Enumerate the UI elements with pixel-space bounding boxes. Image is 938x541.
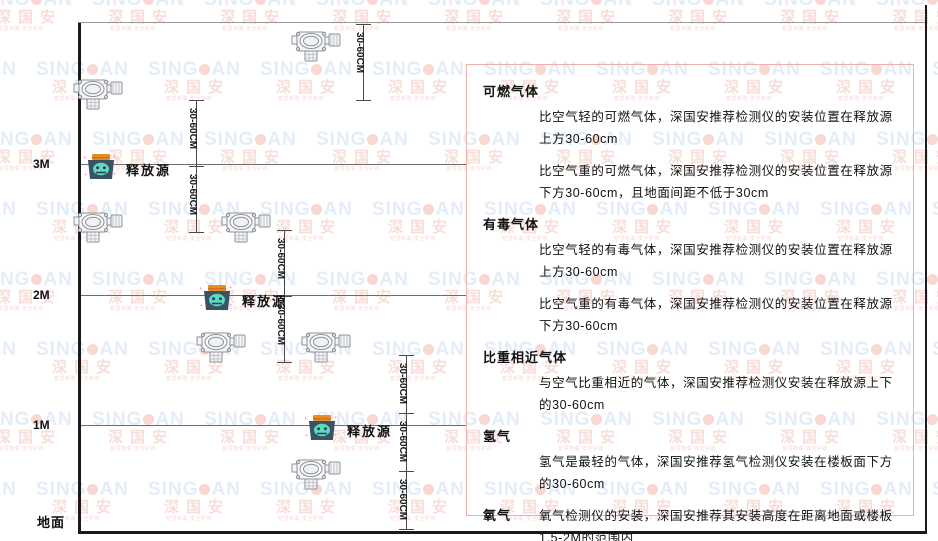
release-source-label: 释放源 [347, 424, 393, 439]
dimension-label: 30-60CM [275, 304, 286, 346]
panel-paragraph: 氧气检测仪的安装，深国安推荐其安装高度在距离地面或楼板1.5-2M的范围内 [539, 509, 893, 541]
panel-paragraph: 氢气是最轻的气体，深国安推荐氢气检测仪安装在楼板面下方的30-60cm [539, 455, 893, 491]
right-border [925, 5, 927, 534]
panel-paragraph: 比空气重的可燃气体，深国安推荐检测仪的安装位置在释放源下方30-60cm，且地面… [539, 164, 893, 200]
vertical-axis [78, 22, 81, 534]
dimension-label: 30-60CM [397, 363, 408, 405]
panel-paragraph: 比空气重的有毒气体，深国安推荐检测仪的安装位置在释放源下方30-60cm [539, 297, 893, 333]
gas-detector-icon [220, 205, 276, 247]
panel-section: 有毒气体比空气轻的有毒气体，深国安推荐检测仪的安装位置在释放源上方30-60cm… [481, 214, 899, 337]
dimension-label: 30-60CM [187, 108, 198, 150]
level-label-3M: 3M [33, 157, 50, 171]
release-source-label: 释放源 [126, 163, 172, 178]
panel-section: 可燃气体比空气轻的可燃气体，深国安推荐检测仪的安装位置在释放源上方30-60cm… [481, 81, 899, 204]
top-rule [78, 22, 926, 23]
gas-detector-icon [195, 325, 251, 367]
panel-section-heading: 氢气 [483, 429, 512, 444]
gas-detector-icon [290, 24, 346, 66]
panel-section-heading: 可燃气体 [483, 84, 540, 99]
level-label-2M: 2M [33, 288, 50, 302]
level-line-1M [80, 425, 466, 426]
release-source-label: 释放源 [242, 294, 288, 309]
gas-detector-icon [72, 205, 128, 247]
panel-section: 氧气 氧气检测仪的安装，深国安推荐其安装高度在距离地面或楼板1.5-2M的范围内 [481, 505, 899, 541]
panel-paragraph: 比空气轻的有毒气体，深国安推荐检测仪的安装位置在释放源上方30-60cm [539, 243, 893, 279]
level-line-2M [80, 295, 466, 296]
release-source-icon [198, 283, 234, 313]
level-line-3M [80, 164, 466, 165]
ground-line [78, 531, 926, 534]
panel-section-heading: 氧气 [483, 508, 512, 523]
panel-section: 氢气氢气是最轻的气体，深国安推荐氢气检测仪安装在楼板面下方的30-60cm [481, 426, 899, 495]
release-source-icon [82, 152, 118, 182]
gas-detector-icon [300, 325, 356, 367]
dimension-label: 30-60CM [397, 421, 408, 463]
release-source-icon [303, 413, 339, 443]
gas-detector-icon [290, 452, 346, 494]
gas-detector-icon [72, 72, 128, 114]
dimension-stack-1: 30-60CM 30-60CM [185, 100, 209, 233]
level-label-1M: 1M [33, 418, 50, 432]
dimension-label: 30-60CM [397, 479, 408, 521]
panel-paragraph: 比空气轻的可燃气体，深国安推荐检测仪的安装位置在释放源上方30-60cm [539, 110, 893, 146]
dimension-stack-3: 30-60CM 30-60CM 30-60CM [395, 355, 419, 530]
panel-section-heading: 有毒气体 [483, 217, 540, 232]
dimension-label: 30-60CM [354, 32, 365, 74]
panel-paragraph: 与空气比重相近的气体，深国安推荐检测仪安装在释放源上下的30-60cm [539, 376, 893, 412]
dimension-stack-2: 30-60CM 30-60CM [273, 230, 297, 363]
panel-section-heading: 比重相近气体 [483, 350, 568, 365]
dimension-stack-0: 30-60CM [352, 24, 376, 101]
dimension-label: 30-60CM [275, 238, 286, 280]
ground-label: 地面 [37, 515, 66, 530]
guidelines-panel: 可燃气体比空气轻的可燃气体，深国安推荐检测仪的安装位置在释放源上方30-60cm… [466, 64, 914, 541]
dimension-label: 30-60CM [187, 174, 198, 216]
panel-section: 比重相近气体与空气比重相近的气体，深国安推荐检测仪安装在释放源上下的30-60c… [481, 347, 899, 416]
